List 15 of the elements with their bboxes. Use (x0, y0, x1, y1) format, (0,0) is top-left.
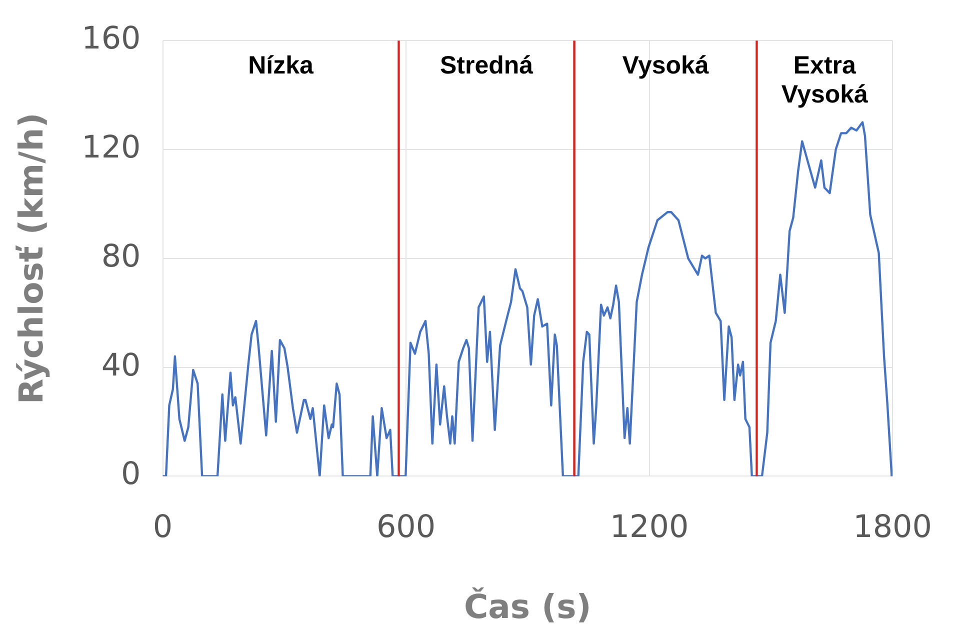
annotation: Nízka (248, 51, 314, 80)
annotation: Extra Vysoká (781, 51, 868, 108)
x-tick-label: 600 (376, 508, 436, 545)
y-tick-label: 40 (101, 347, 141, 384)
x-axis-title: Čas (s) (464, 586, 592, 626)
y-axis-title: Rýchlosť (km/h) (11, 112, 50, 404)
y-tick-label: 160 (82, 20, 141, 57)
annotation: Stredná (440, 51, 534, 80)
y-tick-label: 0 (121, 456, 141, 492)
x-tick-label: 0 (152, 508, 173, 545)
annotation: Vysoká (622, 51, 709, 80)
x-tick-label: 1200 (610, 508, 689, 545)
y-tick-label: 120 (82, 130, 141, 166)
y-tick-label: 80 (101, 238, 141, 274)
x-tick-label: 1800 (853, 508, 932, 545)
